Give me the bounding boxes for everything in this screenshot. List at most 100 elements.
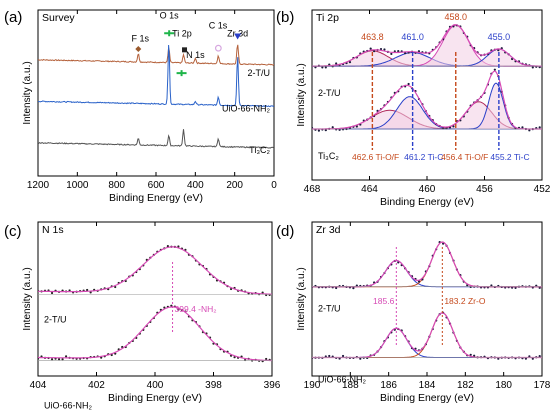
component-fill	[312, 313, 542, 358]
x-tick-label: 1000	[66, 180, 89, 191]
x-tick-label: 600	[148, 180, 165, 191]
component-fill	[312, 96, 542, 129]
data-point	[64, 355, 68, 358]
data-point	[50, 291, 54, 295]
data-point	[493, 68, 496, 71]
marker-circle	[214, 44, 222, 52]
data-point	[417, 280, 421, 283]
data-point	[379, 47, 383, 51]
component-fill	[312, 261, 542, 287]
panel-title: Ti 2p	[316, 12, 339, 24]
data-point	[177, 245, 180, 248]
peak-position-label: 461.0	[401, 32, 424, 42]
data-point	[265, 357, 268, 361]
fit-envelope	[312, 24, 542, 67]
x-tick-label: 400	[187, 180, 204, 191]
data-point	[452, 125, 455, 128]
peak-annotation: C 1s	[209, 20, 228, 30]
component-curve	[312, 241, 542, 288]
bond-label: 456.4 Ti-O/F	[441, 152, 488, 162]
series-line-1	[38, 44, 274, 108]
x-tick-label: 180	[495, 380, 512, 391]
x-tick-label: 396	[264, 380, 281, 391]
x-tick-label: 190	[304, 380, 321, 391]
x-axis-label: Binding Energy (eV)	[109, 192, 203, 204]
data-point	[521, 126, 524, 129]
data-point	[324, 66, 327, 69]
marker-square	[182, 47, 188, 53]
data-point	[355, 125, 358, 128]
peak-annotation: 183.2 Zr-O	[444, 296, 485, 306]
y-axis-label: Intensity (a.u.)	[22, 267, 33, 330]
data-point	[335, 62, 338, 65]
panel-title: N 1s	[42, 224, 64, 236]
component-fill	[312, 50, 542, 67]
data-point	[490, 284, 493, 287]
data-point	[317, 129, 320, 132]
peak-annotation: Ti 2p	[172, 29, 192, 39]
y-axis-label: Intensity (a.u.)	[296, 267, 307, 330]
data-point	[528, 129, 531, 132]
bond-label: 462.6 Ti-O/F	[352, 152, 399, 162]
series-label: Ti₃C₂	[318, 151, 339, 161]
series-label: UiO-66-NH₂	[222, 103, 271, 113]
data-point	[170, 304, 173, 307]
marker-arrow	[164, 30, 175, 37]
peak-position-label: 463.8	[361, 32, 384, 42]
data-point	[514, 286, 517, 289]
marker-arrow	[176, 70, 187, 77]
x-tick-label: 464	[361, 184, 378, 195]
data-point	[321, 66, 324, 69]
data-point	[166, 244, 169, 248]
panel-label: (b)	[276, 9, 294, 26]
series-label: UiO-66-NH₂	[318, 375, 367, 385]
panel-title: Survey	[42, 12, 75, 24]
data-point	[407, 82, 410, 86]
x-tick-label: 186	[380, 380, 397, 391]
marker-diamond	[135, 46, 142, 53]
component-fill	[312, 52, 542, 67]
component-curve	[312, 259, 542, 288]
data-point	[61, 358, 64, 361]
data-point	[40, 355, 43, 358]
panel-c: (c) N 1s 404 402 400 398 396 Binding Energy (eV…	[4, 221, 281, 411]
data-point	[348, 61, 352, 64]
bond-label: 455.2 Ti-C	[490, 152, 529, 162]
panel-label: (d)	[276, 223, 294, 240]
fit-curve	[38, 246, 272, 295]
x-tick-label: 468	[304, 184, 321, 195]
component-fill	[312, 110, 542, 129]
data-point	[50, 358, 54, 361]
data-point	[390, 52, 393, 56]
x-tick-label: 398	[205, 380, 222, 391]
x-axis-label: Binding Energy (eV)	[380, 196, 474, 208]
data-point	[324, 129, 327, 132]
series-label: 2-T/U	[248, 68, 271, 78]
data-point	[404, 52, 407, 55]
series-line-2	[38, 129, 274, 149]
y-axis-label: Intensity (a.u.)	[296, 63, 307, 126]
x-tick-label: 800	[108, 180, 125, 191]
data-point	[335, 286, 338, 290]
data-point	[442, 242, 445, 245]
data-point	[473, 354, 476, 357]
x-tick-label: 456	[476, 184, 493, 195]
peak-annotation: 399.4 -NH₂	[175, 304, 217, 314]
component-fill	[312, 242, 542, 287]
series-label: 2-T/U	[318, 304, 341, 314]
data-point	[373, 50, 376, 53]
data-point	[359, 357, 362, 360]
marker-triangle	[234, 33, 242, 40]
data-point	[331, 126, 334, 129]
data-point	[369, 47, 372, 50]
series-line-0	[38, 44, 274, 66]
component-fill	[312, 49, 542, 67]
panel-label: (c)	[4, 223, 22, 240]
peak-position-label: 458.0	[444, 12, 467, 22]
data-point	[114, 285, 117, 289]
x-tick-label: 404	[30, 380, 47, 391]
data-point	[229, 287, 233, 291]
x-tick-label: 178	[534, 380, 550, 391]
panel-d: (d) Zr 3d 190 188 186 184 182 180 178 Binding Ene…	[276, 221, 550, 404]
